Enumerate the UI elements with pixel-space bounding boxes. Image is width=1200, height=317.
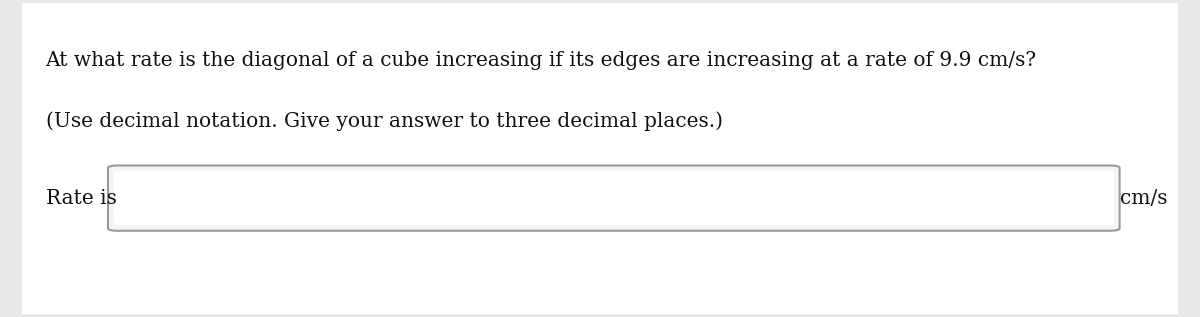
Text: Rate is: Rate is <box>46 189 116 208</box>
Text: cm/s: cm/s <box>1120 189 1168 208</box>
Text: (Use decimal notation. Give your answer to three decimal places.): (Use decimal notation. Give your answer … <box>46 111 722 131</box>
Text: At what rate is the diagonal of a cube increasing if its edges are increasing at: At what rate is the diagonal of a cube i… <box>46 51 1037 70</box>
